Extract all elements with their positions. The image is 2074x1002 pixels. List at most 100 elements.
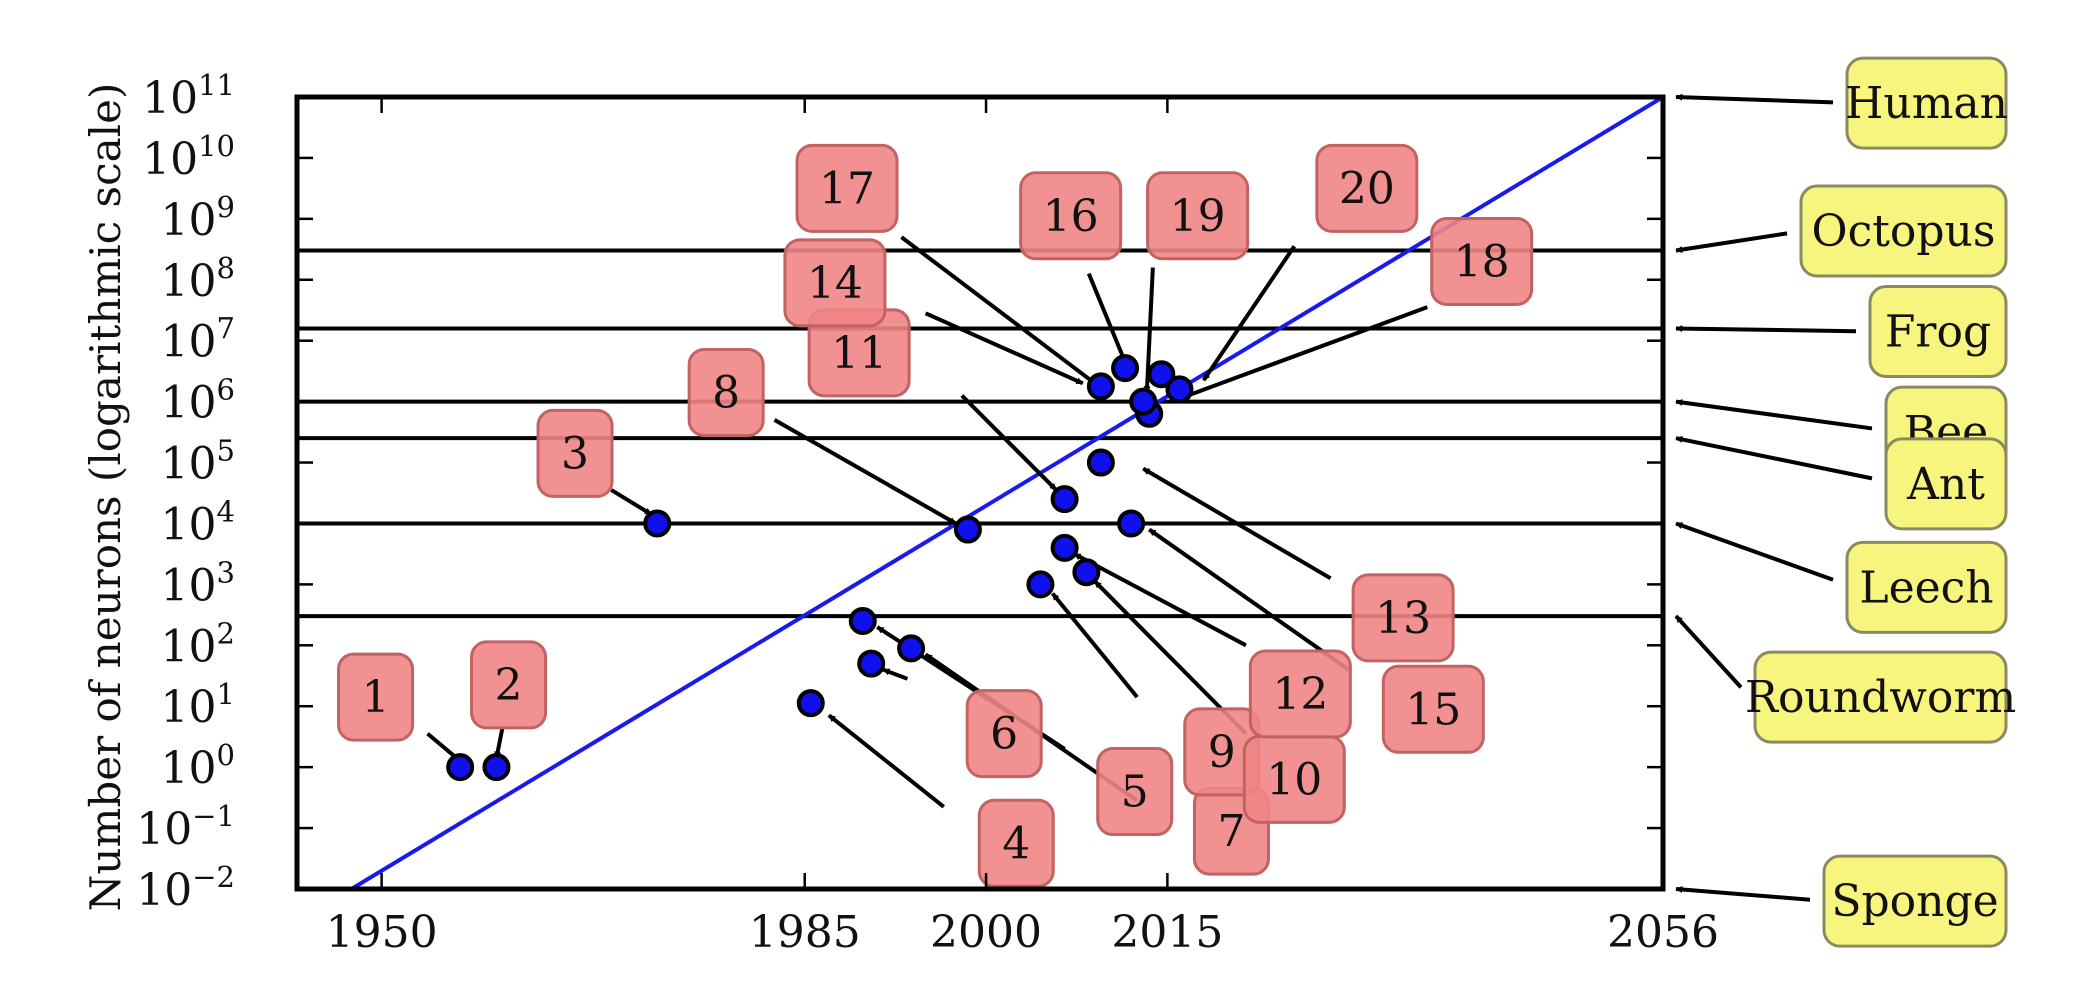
network-label-box [1019, 171, 1123, 261]
y-tick-label: 107 [161, 312, 235, 368]
network-arrow-17 [900, 235, 1097, 385]
animal-label-text: Ant [1906, 459, 1985, 510]
y-tick-base: 10 [142, 134, 198, 185]
animal-arrows [1674, 93, 1873, 902]
animal-label-box [1884, 437, 2008, 531]
animal-label-roundworm: Roundworm [1745, 650, 2016, 744]
y-tick-base: 10 [161, 621, 217, 672]
data-point-16 [1111, 354, 1140, 383]
network-label-box [536, 408, 614, 498]
animal-label-text: Human [1845, 78, 2008, 129]
network-label-1: 1 [337, 652, 415, 742]
y-tick-exponent: 8 [217, 251, 235, 285]
network-label-text: 15 [1405, 684, 1461, 735]
y-tick-exponent: 5 [217, 434, 235, 468]
y-tick-base: 10 [161, 682, 217, 733]
y-tick-base: 10 [161, 560, 217, 611]
y-tick-exponent: 9 [217, 190, 235, 224]
network-label-text: 4 [1002, 818, 1030, 869]
data-point-10 [1072, 558, 1101, 587]
network-label-box [1315, 143, 1419, 233]
y-tick-base: 10 [161, 317, 217, 368]
y-tick-exponent: 6 [217, 373, 235, 407]
network-arrow-20 [1201, 245, 1296, 382]
data-point-1 [446, 753, 475, 782]
animal-label-box [1822, 854, 2008, 948]
network-label-text: 12 [1272, 669, 1328, 720]
network-arrow-16 [1086, 272, 1127, 363]
network-label-text: 10 [1266, 754, 1322, 805]
network-arrow-4 [827, 713, 945, 809]
data-point-4 [796, 689, 825, 718]
y-tick-base: 10 [136, 865, 192, 916]
data-point-19 [1129, 387, 1158, 416]
network-label-10: 10 [1242, 734, 1346, 824]
network-label-13: 13 [1351, 573, 1455, 663]
network-arrow-2 [494, 727, 505, 759]
y-tick-exponent: −1 [192, 799, 235, 833]
network-label-box [1146, 171, 1250, 261]
network-arrow-18 [1178, 305, 1428, 401]
network-label-box [470, 640, 548, 730]
network-label-text: 14 [807, 258, 863, 309]
data-point-5 [848, 606, 877, 635]
network-label-box [1351, 573, 1455, 663]
network-label-6: 6 [965, 689, 1043, 779]
y-tick-exponent: 2 [217, 616, 235, 650]
axis-ticks [297, 95, 1665, 891]
network-label-2: 2 [470, 640, 548, 730]
data-point-7 [897, 634, 926, 663]
x-tick-label: 2056 [1607, 907, 1719, 958]
network-arrow-8 [773, 418, 957, 526]
animal-arrow-sponge [1675, 886, 1811, 902]
y-tick-label: 10−2 [136, 860, 235, 916]
network-label-box [1430, 216, 1534, 306]
y-tick-label: 102 [161, 616, 235, 672]
x-tick-label: 1950 [326, 907, 438, 958]
network-label-text: 8 [712, 367, 740, 418]
network-label-text: 7 [1217, 806, 1245, 857]
network-label-18: 18 [1430, 216, 1534, 306]
network-label-text: 9 [1208, 727, 1236, 778]
network-label-box [795, 143, 899, 233]
network-label-20: 20 [1315, 143, 1419, 233]
network-arrow-11 [960, 394, 1058, 492]
animal-arrow-frog [1675, 325, 1857, 334]
y-tick-label: 1011 [142, 68, 235, 124]
network-label-box [687, 347, 765, 437]
y-tick-label: 109 [161, 190, 235, 246]
network-label-box [1381, 664, 1485, 754]
x-axis-tick-labels: 1950 1985 2000 2015 2056 [326, 907, 1719, 958]
animal-label-octopus: Octopus [1799, 184, 2008, 278]
animal-label-sponge: Sponge [1822, 854, 2008, 948]
animal-arrow-human [1675, 93, 1834, 105]
network-label-text: 6 [990, 709, 1018, 760]
data-point-18 [1147, 360, 1176, 389]
animal-label-box [1845, 540, 2008, 634]
data-point-12 [1050, 533, 1079, 562]
animal-label-text: Roundworm [1745, 672, 2016, 723]
y-tick-exponent: 7 [217, 312, 235, 346]
data-points [446, 354, 1194, 782]
network-label-8: 8 [687, 347, 765, 437]
network-label-17: 17 [795, 143, 899, 233]
network-label-15: 15 [1381, 664, 1485, 754]
y-tick-base: 10 [161, 743, 217, 794]
y-tick-base: 10 [161, 256, 217, 307]
animal-label-frog: Frog [1868, 285, 2008, 379]
network-label-3: 3 [536, 408, 614, 498]
network-arrow-14 [924, 311, 1084, 386]
network-arrow-6 [882, 667, 909, 681]
y-axis-tick-labels: 1011101010910810710610510410310210110010… [136, 68, 235, 916]
y-tick-exponent: 10 [198, 129, 235, 163]
network-label-box [337, 652, 415, 742]
y-tick-base: 10 [161, 195, 217, 246]
network-label-4: 4 [977, 798, 1055, 888]
network-label-text: 1 [362, 672, 390, 723]
animal-arrow-ant [1675, 436, 1873, 481]
y-tick-label: 100 [161, 738, 235, 794]
animal-label-box [1845, 56, 2008, 150]
network-label-box [1248, 649, 1352, 739]
